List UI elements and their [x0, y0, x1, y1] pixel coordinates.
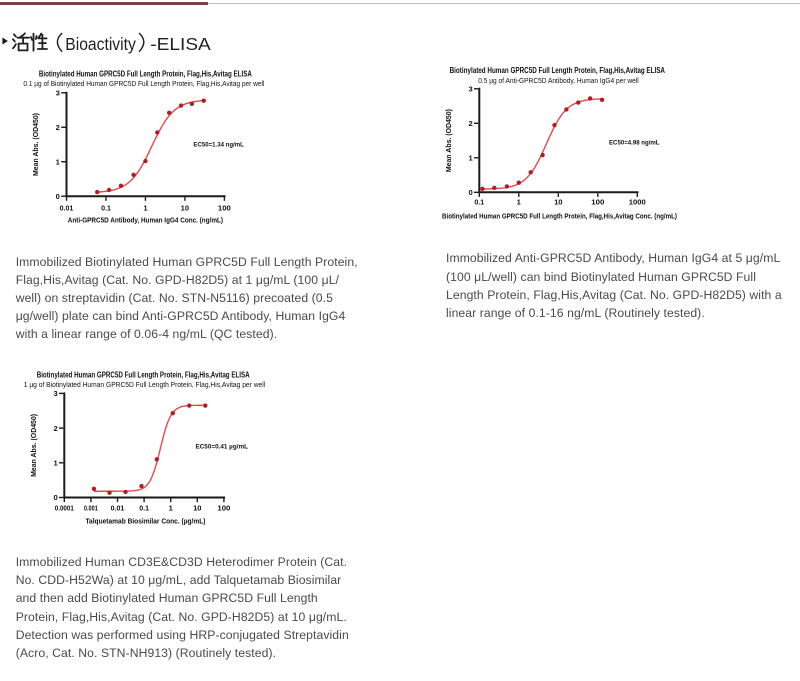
- svg-text:Talquetamab Biosimilar Conc. (: Talquetamab Biosimilar Conc. (µg/mL): [86, 516, 207, 525]
- svg-text:Biotinylated Human GPRC5D Full: Biotinylated Human GPRC5D Full Length Pr…: [39, 69, 252, 78]
- svg-text:100: 100: [591, 198, 604, 207]
- svg-text:Biotinylated Human GPRC5D Full: Biotinylated Human GPRC5D Full Length Pr…: [442, 212, 678, 221]
- svg-text:100: 100: [218, 204, 231, 213]
- svg-text:Bioactivity: Bioactivity: [65, 34, 136, 54]
- svg-text:10: 10: [181, 204, 189, 213]
- svg-text:0.1: 0.1: [474, 198, 485, 207]
- svg-text:Mean Abs. (OD450): Mean Abs. (OD450): [31, 113, 40, 176]
- svg-text:0.01: 0.01: [111, 504, 125, 513]
- svg-text:1: 1: [517, 198, 522, 207]
- svg-text:0.1 µg of Biotinylated Human G: 0.1 µg of Biotinylated Human GPRC5D Full…: [23, 79, 264, 88]
- svg-text:3: 3: [56, 89, 60, 98]
- svg-text:10: 10: [554, 198, 562, 207]
- svg-text:Mean Abs. (OD450): Mean Abs. (OD450): [444, 109, 453, 172]
- svg-text:EC50=1.34 ng/mL: EC50=1.34 ng/mL: [193, 141, 244, 148]
- svg-text:3: 3: [468, 85, 472, 94]
- svg-text:0.001: 0.001: [84, 504, 99, 513]
- svg-text:1: 1: [468, 154, 473, 163]
- svg-text:3: 3: [53, 389, 57, 398]
- svg-text:1: 1: [56, 157, 61, 166]
- svg-text:Mean Abs. (OD450): Mean Abs. (OD450): [29, 413, 38, 476]
- svg-text:0.0001: 0.0001: [55, 504, 75, 513]
- svg-text:0.1: 0.1: [139, 504, 150, 513]
- svg-text:Anti-GPRC5D Antibody, Human Ig: Anti-GPRC5D Antibody, Human IgG4 Conc. (…: [68, 215, 224, 224]
- svg-text:-ELISA: -ELISA: [150, 34, 211, 54]
- svg-text:Biotinylated Human GPRC5D Full: Biotinylated Human GPRC5D Full Length Pr…: [37, 371, 250, 380]
- svg-text:0: 0: [53, 493, 57, 502]
- svg-text:1: 1: [143, 204, 148, 213]
- svg-text:100: 100: [217, 504, 230, 513]
- svg-text:1: 1: [53, 459, 58, 468]
- svg-text:1: 1: [169, 504, 174, 513]
- svg-text:10: 10: [193, 504, 201, 513]
- svg-text:0: 0: [56, 192, 60, 201]
- svg-text:0.1: 0.1: [101, 204, 112, 213]
- svg-text:2: 2: [53, 424, 57, 433]
- svg-text:2: 2: [468, 119, 472, 128]
- svg-text:0.01: 0.01: [60, 204, 74, 213]
- svg-text:EC50=0.41 µg/mL: EC50=0.41 µg/mL: [196, 443, 249, 450]
- svg-text:1000: 1000: [629, 198, 646, 207]
- svg-text:0: 0: [468, 188, 472, 197]
- svg-text:1 µg of Biotinylated Human GPR: 1 µg of Biotinylated Human GPRC5D Full L…: [24, 380, 266, 389]
- svg-text:2: 2: [56, 123, 60, 132]
- svg-text:0.5 µg of Anti-GPRC5D Antibody: 0.5 µg of Anti-GPRC5D Antibody, Human Ig…: [478, 76, 639, 85]
- svg-text:EC50=4.98 ng/mL: EC50=4.98 ng/mL: [609, 140, 660, 147]
- svg-text:Biotinylated Human GPRC5D Full: Biotinylated Human GPRC5D Full Length Pr…: [450, 66, 666, 75]
